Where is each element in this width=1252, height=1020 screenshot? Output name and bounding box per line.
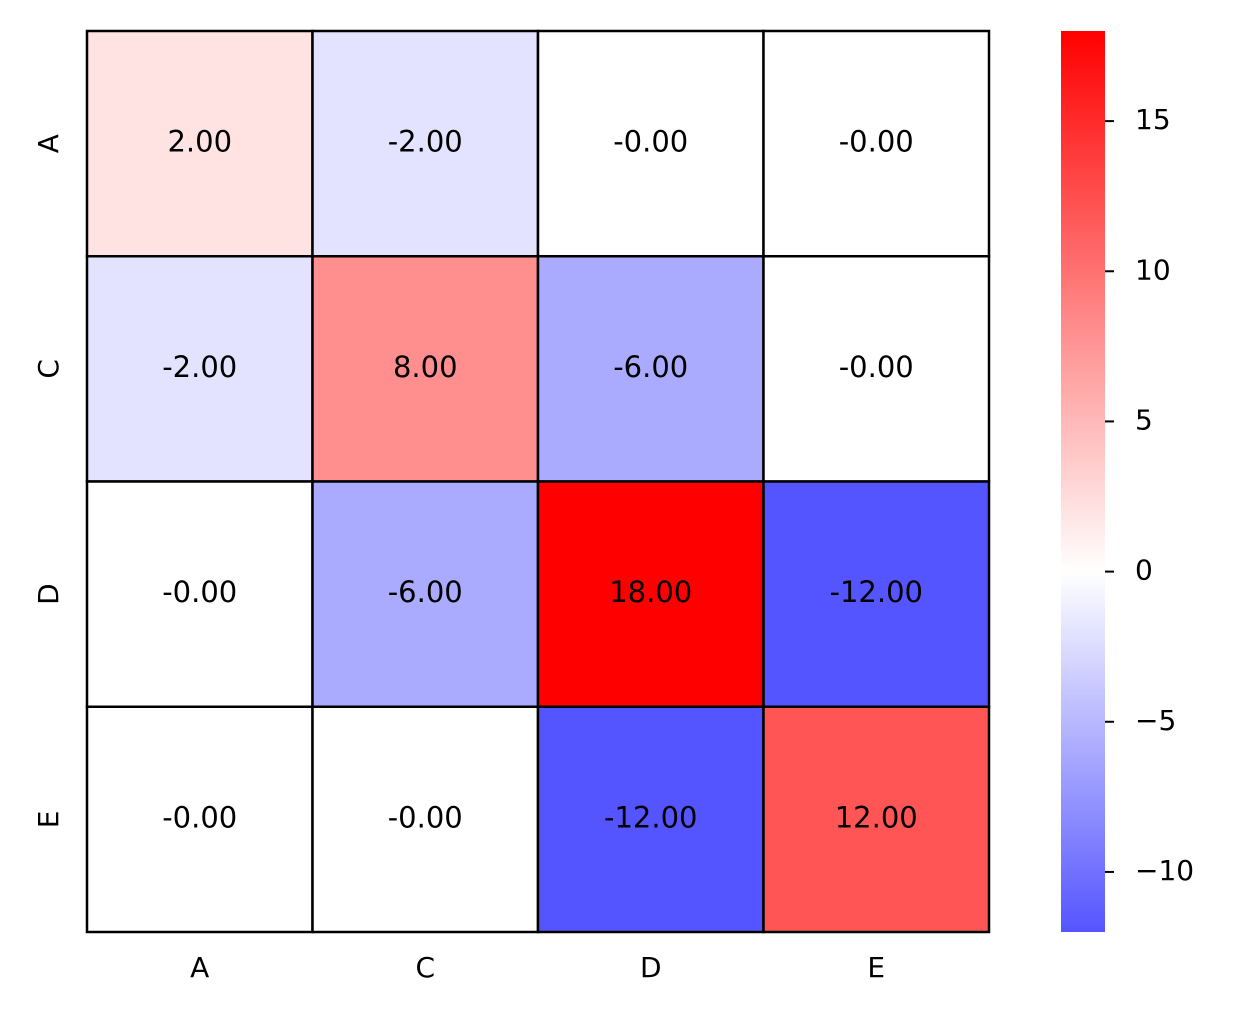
cell-label: -2.00 bbox=[162, 350, 237, 384]
cell-label: -0.00 bbox=[839, 125, 914, 159]
heatmap-cell bbox=[311, 480, 540, 708]
cell-label: -6.00 bbox=[388, 575, 463, 609]
heatmap-cell bbox=[762, 480, 991, 708]
heatmap-cell bbox=[85, 255, 314, 483]
cell-label: -0.00 bbox=[839, 350, 914, 384]
colorbar-tick-label: 15 bbox=[1135, 103, 1171, 136]
heatmap-cell bbox=[311, 255, 540, 483]
colorbar-tick-label: 0 bbox=[1135, 554, 1153, 587]
cell-label: 8.00 bbox=[393, 350, 458, 384]
colorbar-tick-label: 10 bbox=[1135, 253, 1171, 286]
cell-label: 12.00 bbox=[835, 800, 918, 834]
cell-label: -0.00 bbox=[162, 800, 237, 834]
x-tick-label: E bbox=[867, 951, 885, 984]
x-tick-label: D bbox=[640, 951, 662, 984]
y-tick-label: C bbox=[32, 359, 65, 379]
cell-label: -6.00 bbox=[613, 350, 688, 384]
y-tick-label: D bbox=[32, 583, 65, 605]
y-tick-label: E bbox=[32, 811, 65, 829]
heatmap-cell bbox=[311, 29, 540, 258]
y-tick-label: A bbox=[32, 134, 65, 153]
colorbar-tick-label: −10 bbox=[1135, 854, 1194, 887]
cell-label: -0.00 bbox=[613, 125, 688, 159]
heatmap-cell bbox=[85, 29, 314, 258]
heatmap-cell bbox=[762, 29, 991, 258]
cell-label: -0.00 bbox=[162, 575, 237, 609]
cell-label: 2.00 bbox=[167, 125, 232, 159]
heatmap-cell bbox=[85, 705, 314, 934]
cell-label: -0.00 bbox=[388, 800, 463, 834]
heatmap-cell bbox=[762, 255, 991, 483]
cell-label: -12.00 bbox=[604, 800, 698, 834]
heatmap-cell bbox=[536, 705, 765, 934]
colorbar bbox=[1061, 31, 1105, 932]
cell-label: 18.00 bbox=[609, 575, 692, 609]
colorbar-tick-label: −5 bbox=[1135, 704, 1176, 737]
x-tick-label: C bbox=[415, 951, 435, 984]
heatmap-cell bbox=[311, 705, 540, 934]
heatmap-cell bbox=[762, 705, 991, 934]
x-tick-label: A bbox=[190, 951, 209, 984]
cell-label: -2.00 bbox=[388, 125, 463, 159]
colorbar-tick-label: 5 bbox=[1135, 403, 1153, 436]
cell-label: -12.00 bbox=[830, 575, 924, 609]
heatmap-cell bbox=[536, 29, 765, 258]
